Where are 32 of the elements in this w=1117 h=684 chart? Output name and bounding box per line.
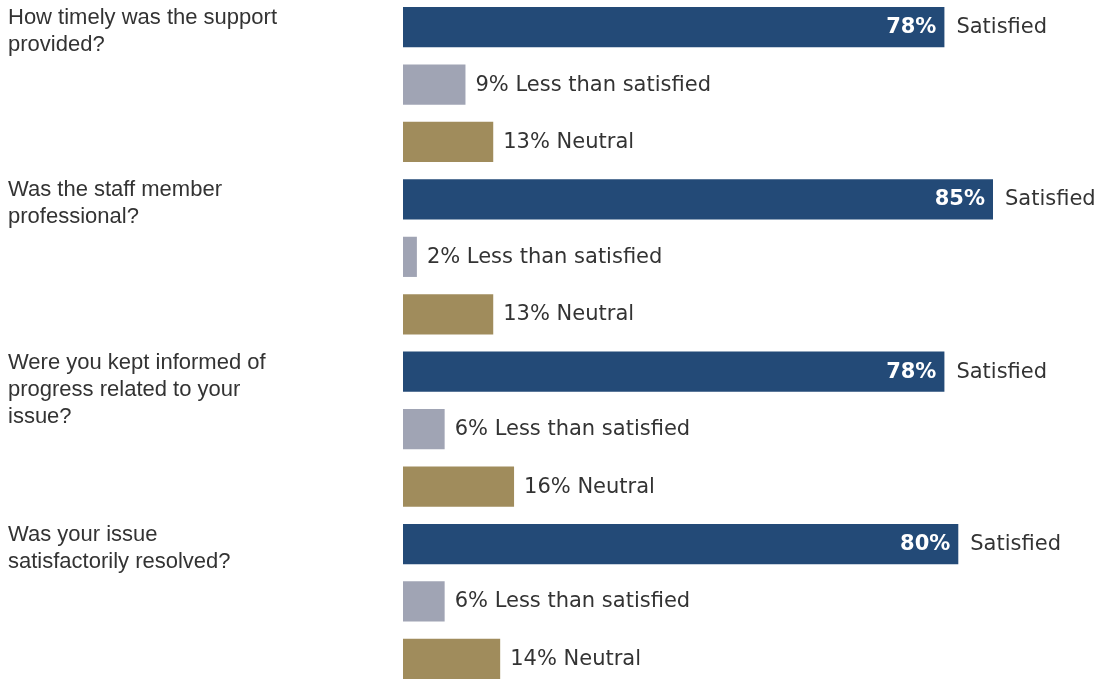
text: 16% Neutral xyxy=(524,473,655,498)
data-label: 78% xyxy=(886,358,937,383)
series-label: Satisfied xyxy=(956,14,1048,39)
text: 14% Neutral xyxy=(510,645,642,670)
bar xyxy=(403,466,515,507)
bar xyxy=(403,294,494,335)
bar xyxy=(403,638,501,679)
bar xyxy=(403,236,417,277)
y-tick-label: Was your issue satisfactorily resolved? xyxy=(8,520,231,573)
bar xyxy=(403,351,945,392)
text: 2% Less than satisfied xyxy=(426,243,663,268)
bar xyxy=(403,523,959,565)
y-tick-label: Were you kept informed of progress related to your issue? xyxy=(8,348,267,428)
y-tick-label: Was the staff member professional? xyxy=(8,176,222,229)
text: 6% Less than satisfied xyxy=(454,416,691,441)
bar xyxy=(403,409,445,450)
text: Satisfied xyxy=(970,531,1061,556)
bar xyxy=(403,179,993,220)
bar xyxy=(403,581,445,622)
data-label: 85% xyxy=(934,186,985,211)
text: 13% Neutral xyxy=(503,301,635,326)
text: Satisfied xyxy=(956,358,1048,383)
bar xyxy=(403,64,466,105)
text: 9% Less than satisfied xyxy=(475,71,711,96)
bar xyxy=(403,7,945,48)
text: 13% Neutral xyxy=(503,128,635,153)
text: 6% Less than satisfied xyxy=(454,588,691,613)
data-label: 80% xyxy=(900,531,951,556)
text: Satisfied xyxy=(1005,186,1096,211)
data-label: 78% xyxy=(886,14,937,39)
bar xyxy=(403,121,494,163)
y-tick-label: How timely was the support provided? xyxy=(8,4,277,56)
